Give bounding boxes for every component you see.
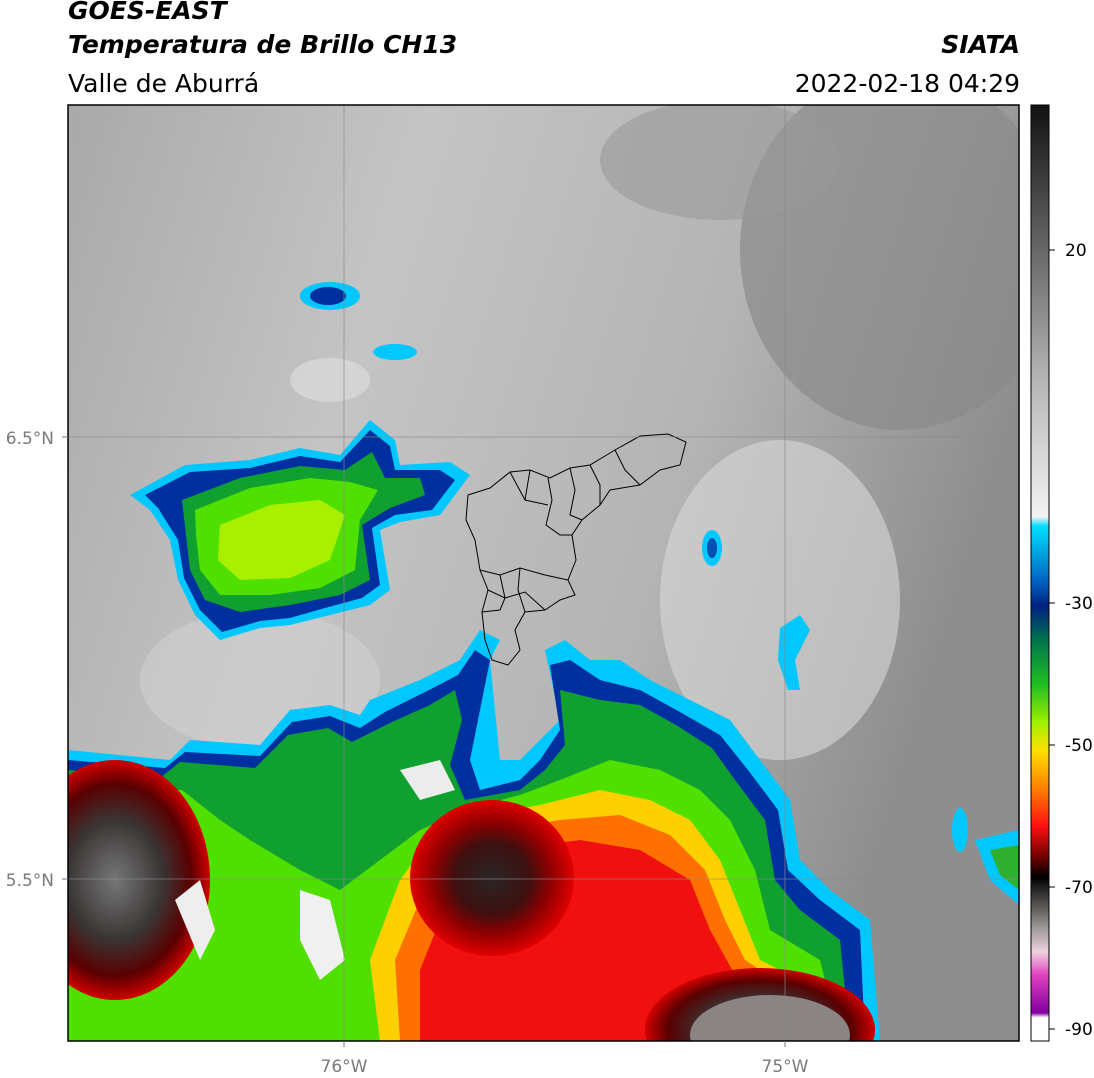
- lat-label-5-5: 5.5°N: [6, 871, 54, 891]
- colorbar-tick-minus-70: -70: [1065, 878, 1093, 898]
- lat-label-6-5: 6.5°N: [6, 429, 54, 449]
- colorbar-tick-minus-90: -90: [1065, 1020, 1093, 1040]
- map-frame: [67, 104, 1020, 1042]
- municipal-boundaries: [465, 433, 687, 666]
- timestamp-label: 2022-02-18 04:29: [794, 69, 1020, 98]
- graticule: [68, 105, 1019, 1041]
- colorbar-tick-minus-50: -50: [1065, 736, 1093, 756]
- product-title: Temperatura de Brillo CH13: [68, 30, 458, 59]
- lon-label-76w: 76°W: [321, 1057, 368, 1077]
- lon-label-75w: 75°W: [762, 1057, 809, 1077]
- agency-label: SIATA: [941, 30, 1020, 59]
- map-raster: [68, 105, 1019, 1041]
- colorbar-tick-minus-30: -30: [1065, 594, 1093, 614]
- satellite-title: GOES-EAST: [68, 0, 227, 25]
- colorbar-tick-20: 20: [1065, 241, 1087, 261]
- region-subtitle: Valle de Aburrá: [68, 69, 260, 98]
- colorbar: 20 -30 -50 -70 -90: [1030, 104, 1093, 1042]
